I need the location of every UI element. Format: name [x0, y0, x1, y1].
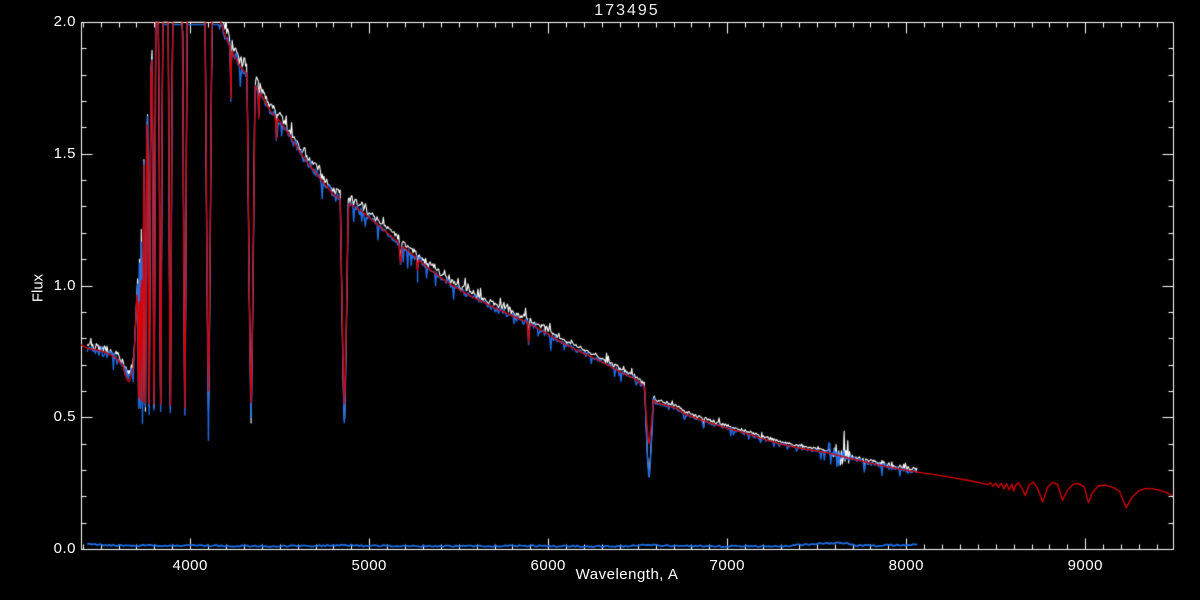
y-tick-label: 1.0 — [53, 276, 76, 294]
y-tick-label: 1.5 — [53, 144, 76, 162]
x-tick-label: 4000 — [172, 557, 208, 574]
y-tick-label: 0.0 — [53, 540, 76, 557]
y-tick-label: 2.0 — [53, 13, 76, 30]
x-tick-label: 7000 — [709, 557, 745, 574]
x-tick-label: 8000 — [888, 557, 924, 574]
x-tick-label: 9000 — [1067, 557, 1103, 574]
y-tick-label: 0.5 — [53, 408, 76, 426]
x-axis-label: Wavelength, A — [575, 566, 679, 583]
x-tick-label: 5000 — [351, 557, 387, 574]
x-tick-label: 6000 — [530, 557, 566, 574]
plot-title: 173495 — [594, 2, 660, 19]
